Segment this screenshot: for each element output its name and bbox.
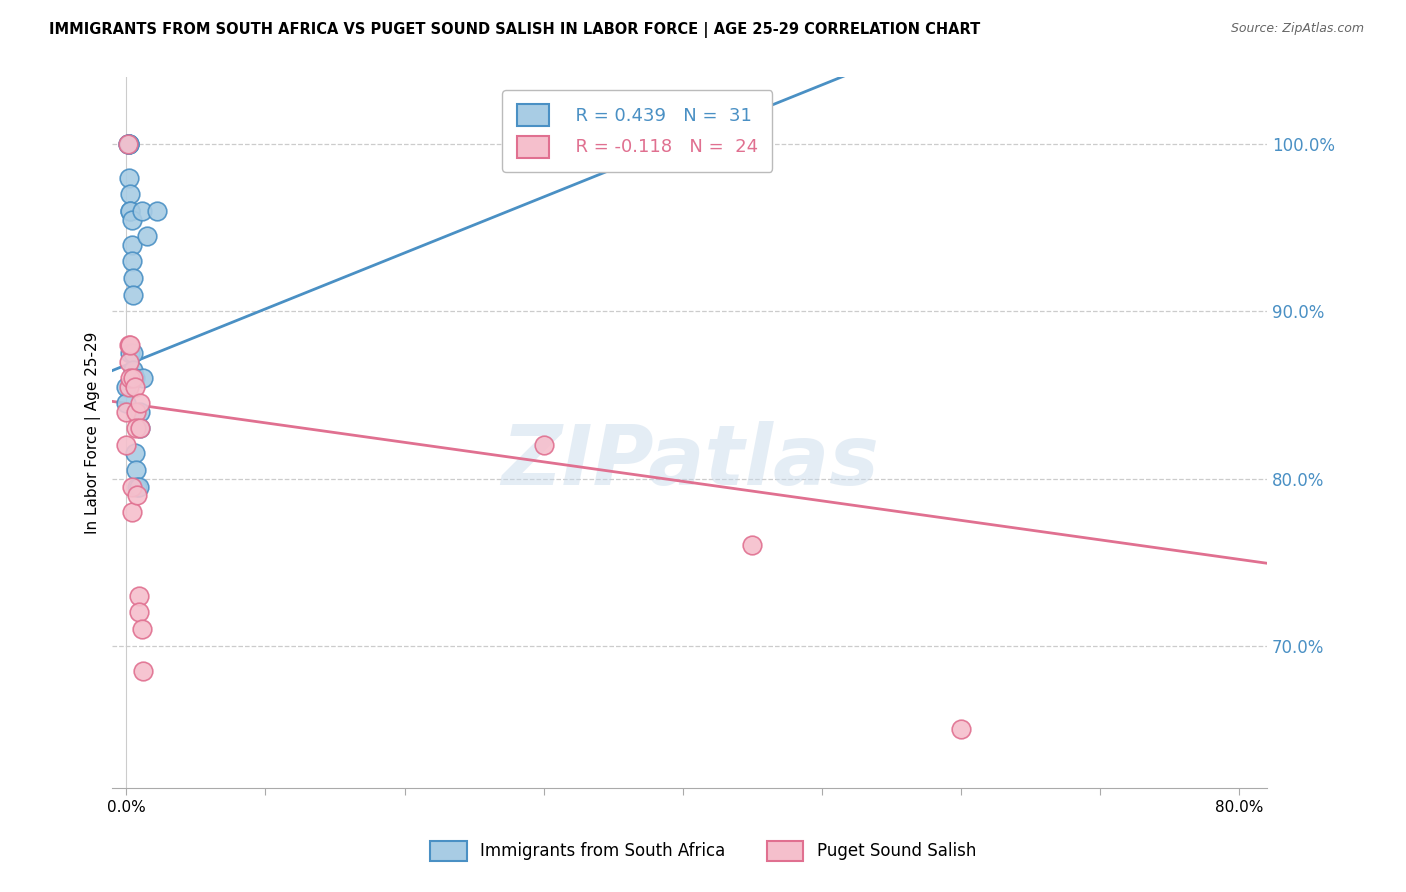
Point [129,396,152,410]
Point [120,187,142,202]
Point [129,421,152,435]
Point [949,723,972,737]
Point [127,480,149,494]
Point [120,204,142,219]
Point [115,379,138,393]
Point [741,538,763,552]
Point [124,371,146,385]
Point [128,589,150,603]
Point [115,405,138,419]
Point [128,480,150,494]
Point [118,338,141,352]
Point [122,371,145,385]
Point [124,446,146,460]
Point [115,396,138,410]
Legend: Immigrants from South Africa, Puget Sound Salish: Immigrants from South Africa, Puget Soun… [423,834,983,868]
Text: ZIPatlas: ZIPatlas [501,420,879,501]
Point [129,421,152,435]
Point [533,438,555,452]
Point [115,438,138,452]
Point [118,354,141,368]
Point [121,480,143,494]
Point [118,170,141,185]
Point [117,137,139,152]
Point [125,421,148,435]
Point [120,204,142,219]
Point [118,379,141,393]
Point [121,212,143,227]
Point [124,379,146,393]
Point [125,463,148,477]
Point [121,254,143,268]
Point [120,346,142,360]
Point [128,605,150,619]
Point [122,271,145,285]
Point [129,405,152,419]
Point [121,237,143,252]
Y-axis label: In Labor Force | Age 25-29: In Labor Force | Age 25-29 [86,332,101,533]
Point [127,488,149,502]
Point [121,505,143,519]
Point [131,204,153,219]
Point [118,137,141,152]
Point [118,137,141,152]
Point [117,137,139,152]
Point [120,338,142,352]
Point [122,287,145,301]
Point [125,405,148,419]
Point [131,622,153,636]
Point [118,137,141,152]
Legend:   R = 0.439   N =  31,   R = -0.118   N =  24: R = 0.439 N = 31, R = -0.118 N = 24 [502,90,772,172]
Point [146,204,169,219]
Text: Source: ZipAtlas.com: Source: ZipAtlas.com [1230,22,1364,36]
Point [132,664,155,678]
Point [122,363,145,377]
Point [132,371,155,385]
Text: IMMIGRANTS FROM SOUTH AFRICA VS PUGET SOUND SALISH IN LABOR FORCE | AGE 25-29 CO: IMMIGRANTS FROM SOUTH AFRICA VS PUGET SO… [49,22,980,38]
Point [117,137,139,152]
Point [136,229,159,244]
Point [122,346,145,360]
Point [672,137,695,152]
Point [120,371,142,385]
